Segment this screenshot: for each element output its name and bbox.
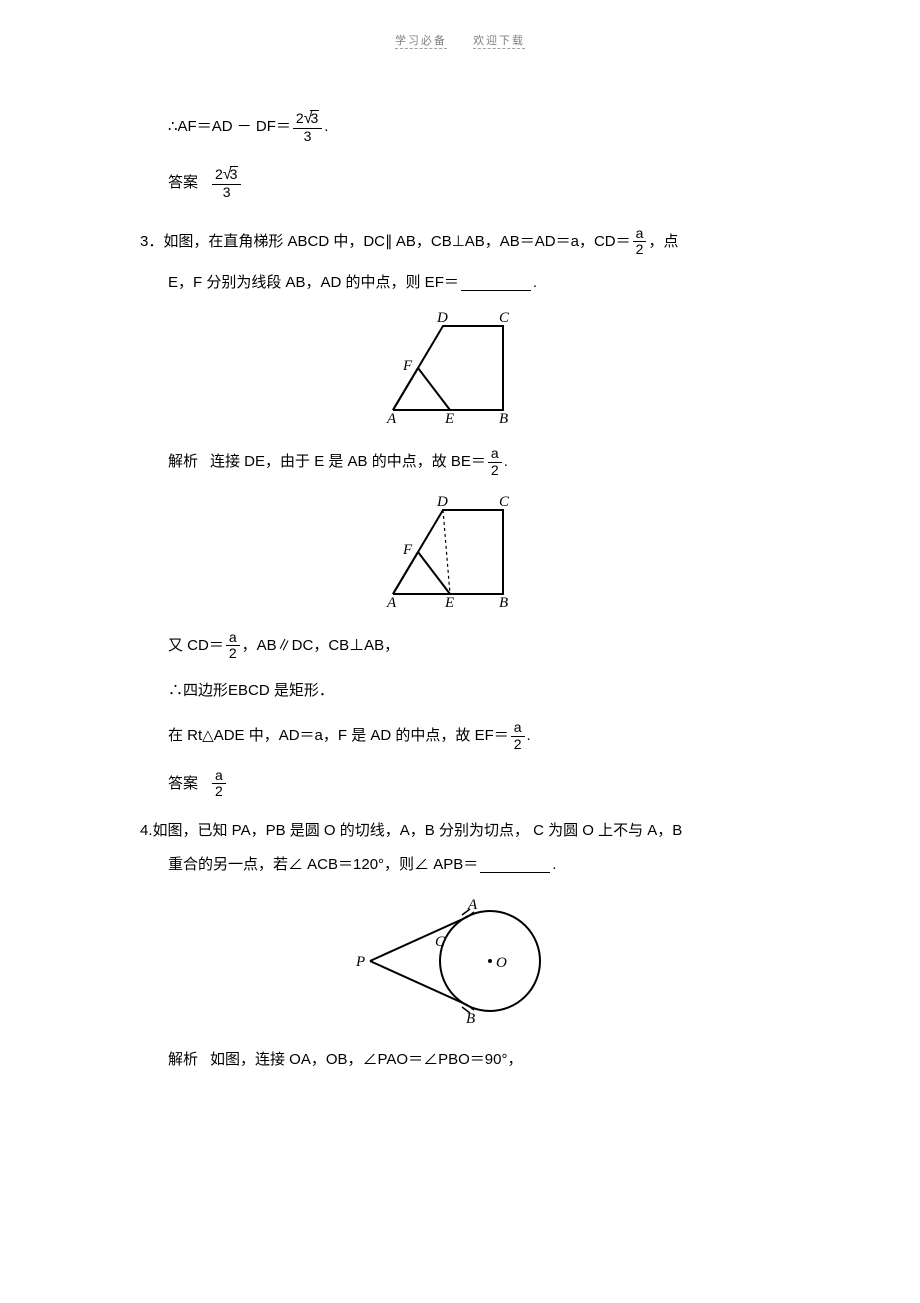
q3-sol4-a: 在 Rt△ADE 中，AD＝a，F 是 AD 的中点，故 EF＝ bbox=[168, 725, 509, 748]
svg-text:F: F bbox=[402, 542, 413, 558]
q3-figure-2: A E B D C F bbox=[140, 492, 780, 612]
svg-text:D: D bbox=[436, 310, 448, 326]
svg-text:A: A bbox=[386, 595, 397, 611]
q3-ans-label: 答案 bbox=[168, 773, 198, 796]
q4-line2: 重合的另一点，若∠ ACB＝120°，则∠ APB＝ . bbox=[168, 854, 780, 877]
p2-conclusion: ∴AF＝AD － DF＝ 2√3 3 . bbox=[168, 110, 780, 144]
q4-figure: P A B C O bbox=[140, 891, 780, 1031]
svg-text:E: E bbox=[444, 411, 454, 427]
svg-text:P: P bbox=[355, 954, 365, 970]
svg-text:B: B bbox=[466, 1011, 475, 1027]
svg-text:C: C bbox=[499, 494, 510, 510]
p2-answer: 答案 2√3 3 bbox=[168, 166, 780, 200]
q3-sol2: 又 CD＝ a 2 ，AB∥DC，CB⊥AB， bbox=[168, 630, 780, 662]
svg-text:A: A bbox=[467, 897, 478, 913]
svg-text:B: B bbox=[499, 411, 508, 427]
svg-text:B: B bbox=[499, 595, 508, 611]
header-right: 欢迎下载 bbox=[473, 35, 525, 49]
svg-text:A: A bbox=[386, 411, 397, 427]
q4-sol1-text: 如图，连接 OA，OB，∠PAO＝∠PBO＝90°， bbox=[210, 1049, 522, 1072]
svg-text:C: C bbox=[435, 934, 446, 950]
q3-sol4-frac: a 2 bbox=[511, 720, 525, 752]
svg-text:D: D bbox=[436, 494, 448, 510]
p2-period: . bbox=[324, 116, 328, 139]
q3-t1-post: ，点 bbox=[648, 231, 678, 254]
q3-blank bbox=[461, 276, 531, 291]
q3-answer: 答案 a 2 bbox=[168, 768, 780, 800]
q3-sol1-a: 连接 DE，由于 E 是 AB 的中点，故 BE＝ bbox=[210, 451, 486, 474]
q3-line2: E，F 分别为线段 AB，AD 的中点，则 EF＝ . bbox=[168, 272, 780, 295]
q3-line1: 3． 如图，在直角梯形 ABCD 中，DC∥ AB，CB⊥AB，AB＝AD＝a，… bbox=[140, 226, 780, 258]
q3-sol2-frac: a 2 bbox=[226, 630, 240, 662]
q4-blank bbox=[480, 858, 550, 873]
q3-sol-label: 解析 bbox=[168, 451, 198, 474]
q3-sol4: 在 Rt△ADE 中，AD＝a，F 是 AD 的中点，故 EF＝ a 2 . bbox=[168, 720, 780, 752]
q3-sol2-a: 又 CD＝ bbox=[168, 635, 224, 658]
q4-line1: 4. 如图，已知 PA，PB 是圆 O 的切线，A，B 分别为切点， C 为圆 … bbox=[140, 820, 780, 843]
q3-t1: 如图，在直角梯形 ABCD 中，DC∥ AB，CB⊥AB，AB＝AD＝a，CD＝ bbox=[163, 231, 630, 254]
q3-sol1-b: . bbox=[504, 451, 508, 474]
q3-sol1: 解析 连接 DE，由于 E 是 AB 的中点，故 BE＝ a 2 . bbox=[168, 446, 780, 478]
q3-num: 3． bbox=[140, 231, 163, 254]
q3-sol1-frac: a 2 bbox=[488, 446, 502, 478]
q3-ans-frac: a 2 bbox=[212, 768, 226, 800]
header-left: 学习必备 bbox=[395, 35, 447, 49]
p2-text: ∴AF＝AD － DF＝ bbox=[168, 116, 291, 139]
page-header: 学习必备 欢迎下载 bbox=[0, 32, 920, 48]
q3-figure-1: A E B D C F bbox=[140, 308, 780, 428]
q3-sol4-b: . bbox=[527, 725, 531, 748]
q3-t2: E，F 分别为线段 AB，AD 的中点，则 EF＝ bbox=[168, 272, 459, 295]
q3-t2-post: . bbox=[533, 272, 537, 295]
p2-answer-frac: 2√3 3 bbox=[212, 166, 241, 200]
svg-text:O: O bbox=[496, 955, 507, 971]
q3-frac1: a 2 bbox=[633, 226, 647, 258]
svg-text:C: C bbox=[499, 310, 510, 326]
svg-text:F: F bbox=[402, 358, 413, 374]
q4-sol1: 解析 如图，连接 OA，OB，∠PAO＝∠PBO＝90°， bbox=[168, 1049, 780, 1072]
q4-t2-post: . bbox=[552, 854, 556, 877]
p2-answer-label: 答案 bbox=[168, 172, 198, 195]
q4-sol-label: 解析 bbox=[168, 1049, 198, 1072]
q3-sol3: ∴四边形EBCD 是矩形． bbox=[168, 680, 780, 703]
q4-t2: 重合的另一点，若∠ ACB＝120°，则∠ APB＝ bbox=[168, 854, 478, 877]
q4-t1: 如图，已知 PA，PB 是圆 O 的切线，A，B 分别为切点， C 为圆 O 上… bbox=[153, 820, 683, 843]
page-content: ∴AF＝AD － DF＝ 2√3 3 . 答案 2√3 3 3． 如图，在直角梯… bbox=[140, 110, 780, 1085]
q4-num: 4. bbox=[140, 820, 153, 843]
p2-frac: 2√3 3 bbox=[293, 110, 322, 144]
svg-text:E: E bbox=[444, 595, 454, 611]
q3-sol2-b: ，AB∥DC，CB⊥AB， bbox=[242, 635, 400, 658]
